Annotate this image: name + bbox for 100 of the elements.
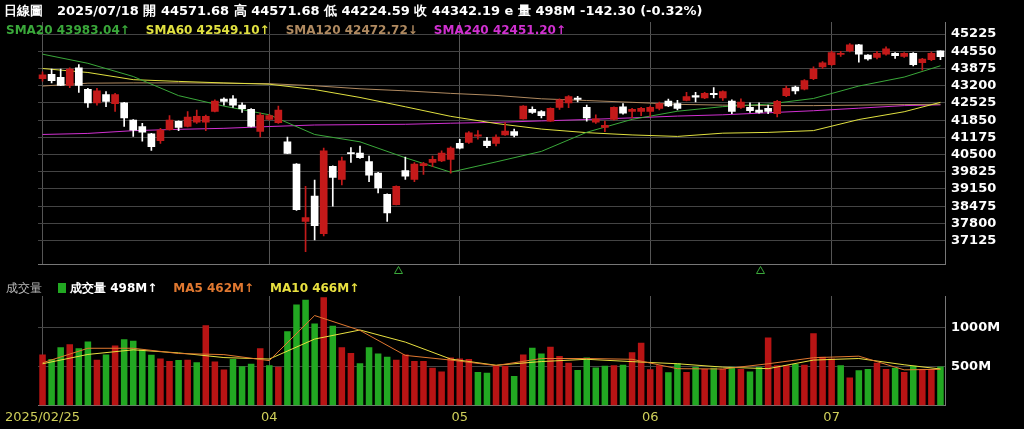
bar xyxy=(229,359,237,406)
bar xyxy=(429,367,436,406)
bar xyxy=(801,364,808,406)
bar xyxy=(937,366,944,406)
bar xyxy=(347,352,355,406)
bar xyxy=(737,368,745,406)
bar xyxy=(828,358,835,406)
bar xyxy=(819,356,826,406)
bar xyxy=(909,365,917,406)
bar xyxy=(311,323,318,406)
y-tick-label: 39150 xyxy=(951,180,997,196)
bar xyxy=(266,365,273,406)
bar xyxy=(646,369,654,406)
bar xyxy=(683,372,690,406)
bar xyxy=(674,363,681,406)
bar xyxy=(592,367,600,406)
text: MA5 462M↑ xyxy=(173,281,255,295)
bar xyxy=(873,362,881,406)
bar xyxy=(692,366,699,406)
text: SMA240 42451.20↑ xyxy=(433,23,566,37)
x-tick-label: 05 xyxy=(451,408,469,424)
bar xyxy=(320,297,327,406)
bar xyxy=(356,363,364,406)
bar xyxy=(574,369,581,406)
bar xyxy=(538,353,545,406)
bar xyxy=(284,331,291,406)
text: SMA120 42472.72↓ xyxy=(285,23,418,37)
bar xyxy=(48,359,55,406)
y-tick-label: 37800 xyxy=(951,214,997,230)
bar xyxy=(783,365,790,406)
y-tick-label: 43875 xyxy=(951,59,997,75)
y-tick-label: 40500 xyxy=(951,145,997,161)
bar xyxy=(374,353,382,406)
bar xyxy=(293,304,300,406)
candlestick xyxy=(519,105,528,120)
bar xyxy=(882,368,890,406)
chart-subtitle: 2025/07/18 開 44571.68 高 44571.68 低 44224.59 收 44342.19 e 量 498M -142.30 (-0.32%) xyxy=(57,3,703,18)
bar xyxy=(519,354,527,406)
bar xyxy=(275,366,282,406)
x-tick-label: 2025/02/25 xyxy=(5,408,80,424)
bar xyxy=(510,376,518,406)
bar xyxy=(139,349,146,406)
bar xyxy=(66,344,74,406)
bar xyxy=(102,354,110,406)
bar xyxy=(565,362,572,406)
bar xyxy=(837,365,844,406)
bar xyxy=(501,365,509,406)
x-tick-label: 07 xyxy=(823,408,840,424)
bar xyxy=(665,372,672,406)
y-tick-label: 45225 xyxy=(951,25,997,41)
y-tick-label: 43200 xyxy=(951,77,997,93)
bar xyxy=(583,357,590,406)
bar xyxy=(184,359,191,406)
text: SMA20 43983.04↑ xyxy=(6,23,130,37)
y-tick-label: 41850 xyxy=(951,111,997,127)
bar xyxy=(338,347,346,406)
bar xyxy=(193,362,200,406)
bar xyxy=(601,365,609,406)
bar xyxy=(411,360,418,406)
bar xyxy=(420,360,427,406)
bar xyxy=(919,368,926,406)
bar xyxy=(891,367,899,406)
bar xyxy=(365,347,373,406)
chart-title: 成交量 xyxy=(6,281,42,295)
bar xyxy=(864,368,872,406)
bar xyxy=(57,347,64,406)
bar xyxy=(928,368,935,406)
bar xyxy=(39,354,46,406)
y-tick-label: 500M xyxy=(951,357,992,373)
text: SMA60 42549.10↑ xyxy=(145,23,270,37)
bar xyxy=(701,368,708,406)
bar xyxy=(855,370,863,406)
bar xyxy=(710,367,717,406)
bar xyxy=(483,372,491,406)
bar xyxy=(166,360,173,406)
bar xyxy=(556,356,563,406)
bar xyxy=(529,347,536,406)
bar xyxy=(402,354,409,406)
y-tick-label: 37125 xyxy=(951,231,997,247)
bar xyxy=(383,356,391,406)
bar xyxy=(810,333,817,406)
bar xyxy=(792,364,799,406)
bar xyxy=(619,364,627,406)
bar xyxy=(610,365,618,406)
y-tick-label: 39825 xyxy=(951,163,997,179)
y-tick-label: 41175 xyxy=(951,128,997,144)
y-tick-label: 38475 xyxy=(951,197,997,213)
bar xyxy=(247,363,255,406)
bar xyxy=(900,372,908,406)
y-tick-label: 44550 xyxy=(951,42,997,58)
bar xyxy=(438,371,445,406)
y-tick-label: 1000M xyxy=(951,318,1001,334)
y-tick-label: 42525 xyxy=(951,94,997,110)
x-tick-label: 06 xyxy=(641,408,659,424)
bar xyxy=(456,358,464,406)
bar xyxy=(302,299,309,406)
bar xyxy=(447,357,454,406)
bar xyxy=(148,354,155,406)
bar xyxy=(157,358,164,406)
bar xyxy=(211,361,219,406)
